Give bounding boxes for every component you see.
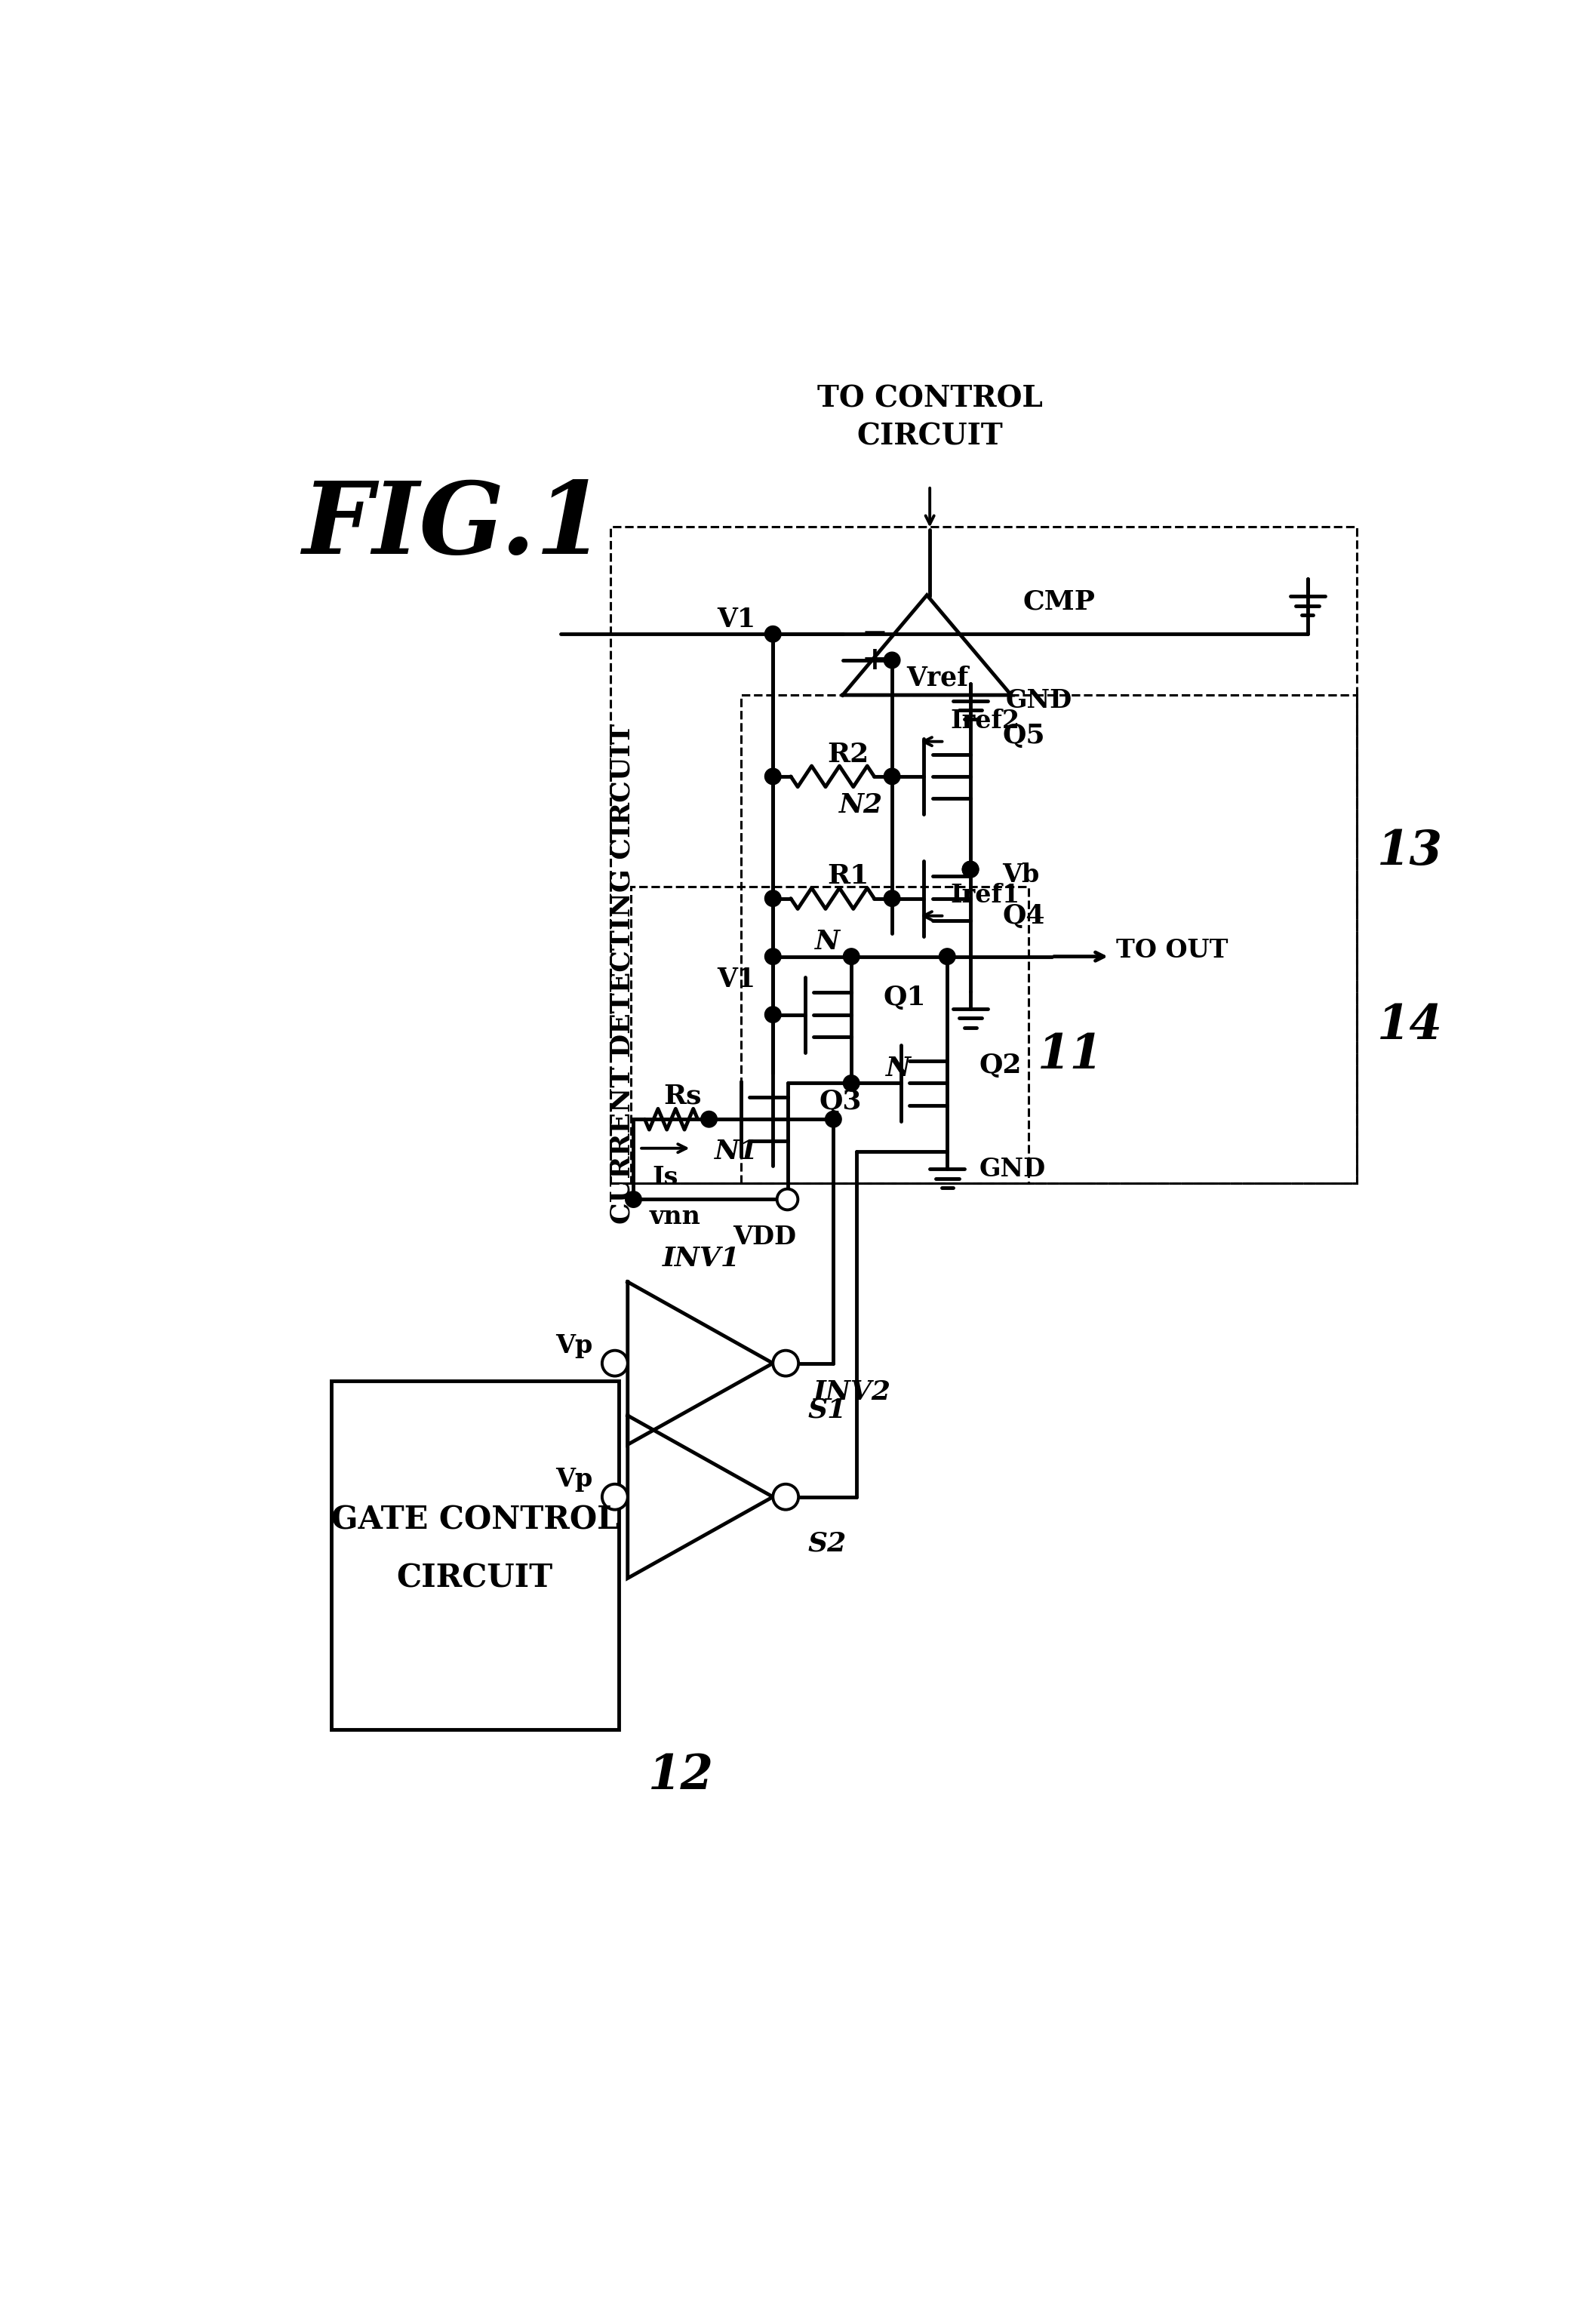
Text: Q2: Q2 [980, 1054, 1021, 1079]
Circle shape [701, 1111, 717, 1128]
Circle shape [764, 1005, 780, 1024]
Text: CIRCUIT: CIRCUIT [397, 1563, 552, 1593]
Text: TO CONTROL: TO CONTROL [817, 385, 1042, 413]
Text: Vref: Vref [907, 664, 969, 689]
Circle shape [764, 768, 780, 784]
Text: 12: 12 [648, 1753, 713, 1799]
Circle shape [884, 890, 900, 906]
Circle shape [962, 860, 978, 879]
Text: 13: 13 [1377, 828, 1443, 876]
Text: GND: GND [980, 1158, 1045, 1181]
Circle shape [884, 653, 900, 669]
Text: Iref2: Iref2 [950, 708, 1020, 733]
Text: V1: V1 [717, 966, 755, 992]
Text: S2: S2 [808, 1531, 846, 1557]
Text: Iref1: Iref1 [950, 883, 1020, 909]
Text: GATE CONTROL: GATE CONTROL [330, 1504, 619, 1536]
Circle shape [843, 1075, 860, 1091]
Text: GND: GND [1005, 689, 1073, 713]
Text: INV1: INV1 [662, 1245, 741, 1271]
Bar [630, 888, 1028, 1183]
Text: Is: Is [653, 1165, 678, 1190]
Circle shape [938, 948, 956, 964]
Text: TO OUT: TO OUT [1116, 939, 1227, 964]
Bar [610, 526, 1357, 1183]
Text: Vp: Vp [555, 1467, 592, 1492]
Circle shape [772, 1351, 798, 1377]
Circle shape [884, 768, 900, 784]
Text: Vb: Vb [1002, 862, 1039, 888]
Circle shape [825, 1111, 841, 1128]
Text: vnn: vnn [650, 1204, 701, 1229]
Text: R1: R1 [828, 862, 870, 890]
Text: N1: N1 [715, 1139, 758, 1165]
Circle shape [843, 948, 860, 964]
Text: N2: N2 [839, 793, 883, 819]
Circle shape [602, 1485, 627, 1510]
Circle shape [772, 1485, 798, 1510]
Text: V1: V1 [717, 606, 755, 632]
Text: 11: 11 [1037, 1033, 1103, 1079]
Text: +: + [862, 643, 887, 676]
Text: Q3: Q3 [819, 1088, 862, 1114]
Text: Q1: Q1 [883, 985, 926, 1010]
Bar [332, 1381, 619, 1730]
Text: FIG.1: FIG.1 [302, 477, 605, 574]
Text: 14: 14 [1377, 1003, 1443, 1049]
Text: S1: S1 [808, 1397, 846, 1423]
Circle shape [777, 1190, 798, 1211]
Circle shape [626, 1192, 642, 1208]
Text: CIRCUIT: CIRCUIT [857, 422, 1002, 452]
Circle shape [962, 860, 978, 879]
Text: Q4: Q4 [1002, 904, 1045, 929]
Circle shape [764, 625, 780, 641]
Text: Rs: Rs [664, 1084, 702, 1109]
Text: Vp: Vp [555, 1333, 592, 1358]
Circle shape [602, 1351, 627, 1377]
Text: INV2: INV2 [814, 1379, 891, 1404]
Text: CURRENT DETECTING CIRCUIT: CURRENT DETECTING CIRCUIT [610, 724, 635, 1224]
Text: Q5: Q5 [1002, 722, 1045, 749]
Text: N: N [886, 1056, 911, 1082]
Text: R2: R2 [828, 743, 870, 768]
Text: CMP: CMP [1023, 590, 1095, 616]
Text: N: N [816, 929, 839, 955]
Circle shape [764, 948, 780, 964]
Text: VDD: VDD [733, 1224, 796, 1250]
Text: −: − [862, 618, 887, 650]
Circle shape [764, 890, 780, 906]
Bar [741, 694, 1357, 1183]
